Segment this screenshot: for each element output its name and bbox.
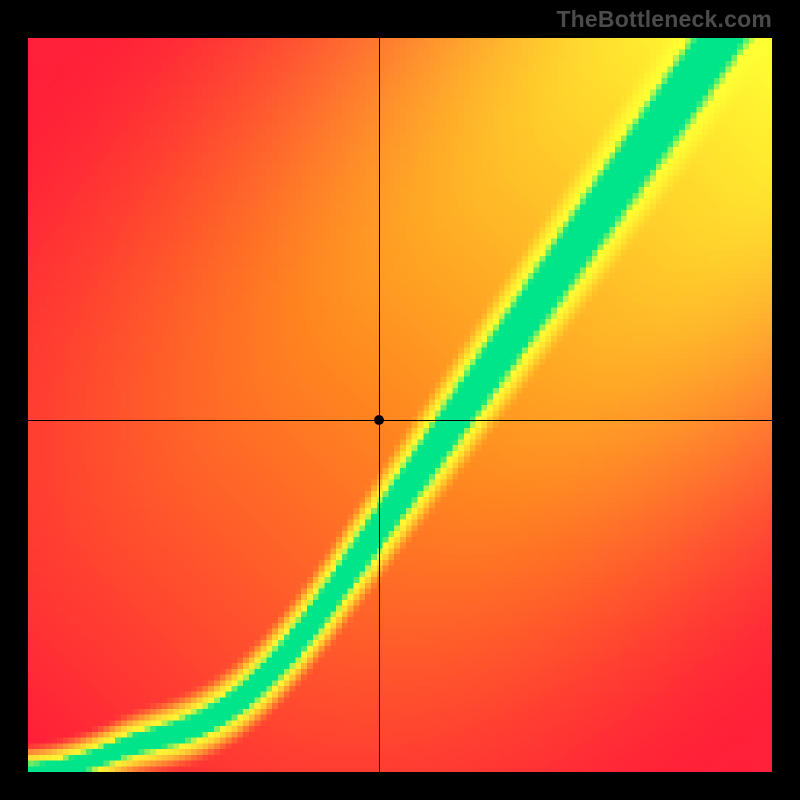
watermark-text: TheBottleneck.com <box>556 6 772 33</box>
heatmap-canvas <box>28 38 772 772</box>
chart-frame: TheBottleneck.com <box>0 0 800 800</box>
heatmap-plot <box>28 38 772 772</box>
crosshair-horizontal <box>28 420 772 421</box>
crosshair-vertical <box>379 38 380 772</box>
crosshair-marker <box>374 415 384 425</box>
